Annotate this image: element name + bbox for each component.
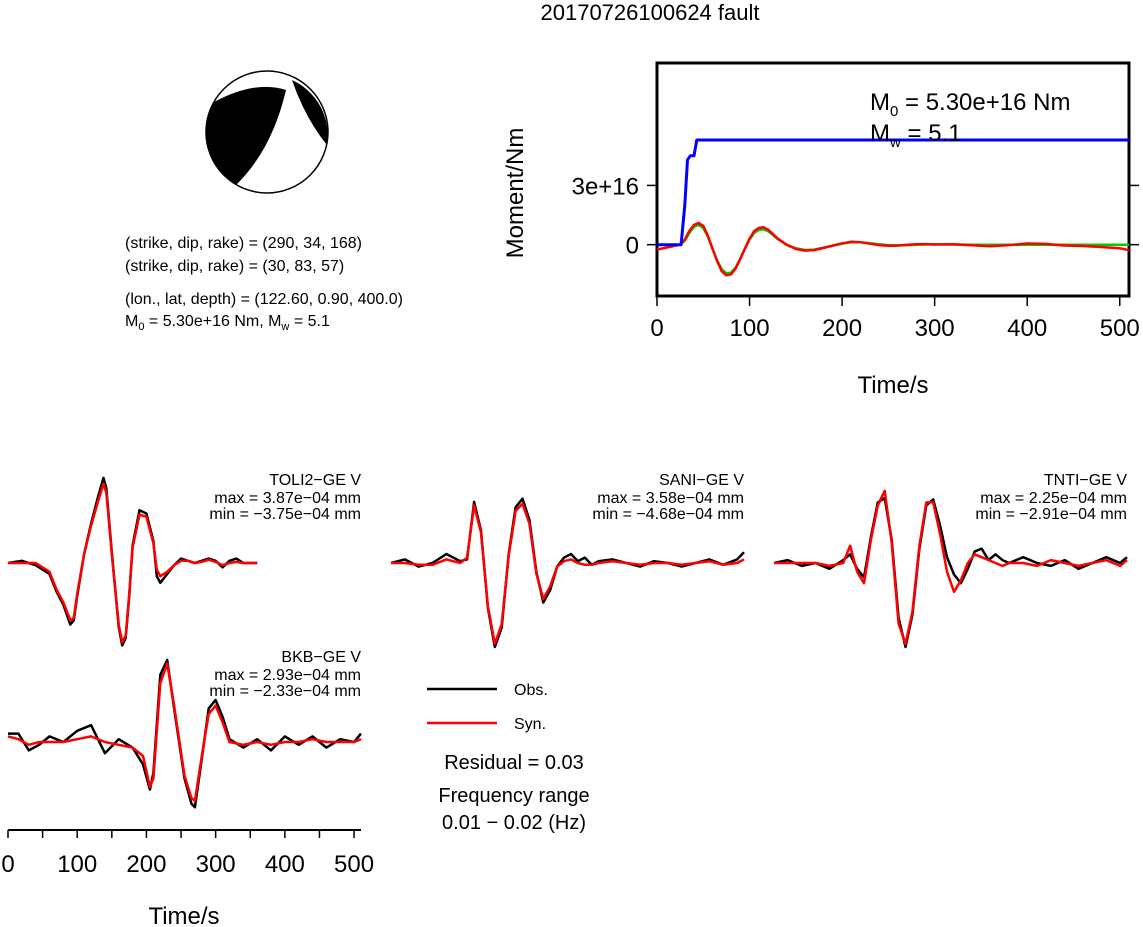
station-label: TOLI2−GE V: [269, 472, 361, 489]
mechanism-plane2: (strike, dip, rake) = (30, 83, 57): [125, 258, 344, 275]
moment-xlabel: Time/s: [857, 372, 928, 399]
station-label: BKB−GE V: [281, 649, 361, 666]
residual-text: Residual = 0.03: [444, 752, 584, 774]
moment-plot-frame: [655, 61, 1131, 298]
moment-ylabel: Moment/Nm: [502, 128, 529, 259]
waveform-syn-trace: [391, 502, 745, 646]
moment-series-rate_model: [657, 223, 1129, 275]
station-min: min = −2.91e−04 mm: [975, 506, 1127, 523]
station-max: max = 2.93e−04 mm: [214, 667, 361, 684]
waveform-x-tick-label: 400: [265, 851, 305, 878]
moment-x-tick-label: 200: [822, 315, 862, 342]
legend: Obs. Syn. Residual = 0.03 Frequency rang…: [427, 682, 590, 834]
station-min: min = −4.68e−04 mm: [592, 506, 744, 523]
beachball-icon: [205, 70, 329, 194]
waveform-xlabel: Time/s: [148, 903, 219, 927]
figure-title: 20170726100624 fault: [541, 0, 760, 25]
waveform-x-tick-label: 200: [126, 851, 166, 878]
waveform-time-axis: 0 100 200 300 400 500: [1, 829, 374, 878]
station-min: min = −2.33e−04 mm: [209, 683, 361, 700]
moment-x-tick-label: 0: [650, 315, 663, 342]
station-label: SANI−GE V: [659, 472, 744, 489]
moment-x-tick-label: 400: [1007, 315, 1047, 342]
station-min: min = −3.75e−04 mm: [209, 506, 361, 523]
waveform-syn-trace: [8, 482, 258, 644]
mechanism-magnitude: M0 = 5.30e+16 Nm, Mw = 5.1: [125, 313, 330, 333]
waveform-x-tick-label: 0: [1, 851, 14, 878]
moment-series-rate: [656, 221, 1130, 277]
frequency-value: 0.01 − 0.02 (Hz): [442, 812, 586, 834]
frequency-label: Frequency range: [438, 785, 589, 807]
moment-mw-annotation: Mw = 5.1: [870, 120, 962, 151]
waveform-x-tick-label: 300: [196, 851, 236, 878]
moment-m0-annotation: M0 = 5.30e+16 Nm: [870, 89, 1070, 120]
moment-y-tick-label: 3e+16: [572, 173, 639, 200]
station-label: TNTI−GE V: [1044, 472, 1127, 489]
station-max: max = 2.25e−04 mm: [980, 490, 1127, 507]
moment-series-cumulative: [657, 138, 1129, 247]
mechanism-location: (lon., lat, depth) = (122.60, 0.90, 400.…: [125, 291, 403, 308]
legend-obs-label: Obs.: [514, 682, 548, 699]
waveform-syn-trace: [774, 489, 1128, 646]
mechanism-plane1: (strike, dip, rake) = (290, 34, 168): [125, 235, 362, 252]
moment-y-tick-label: 0: [626, 233, 639, 260]
station-max: max = 3.58e−04 mm: [597, 490, 744, 507]
waveform-x-tick-label: 500: [334, 851, 374, 878]
moment-x-tick-label: 100: [730, 315, 770, 342]
moment-x-tick-label: 300: [915, 315, 955, 342]
waveform-x-tick-label: 100: [57, 851, 97, 878]
station-max: max = 3.87e−04 mm: [214, 490, 361, 507]
moment-x-tick-label: 500: [1100, 315, 1140, 342]
waveform-syn-trace: [7, 662, 362, 803]
legend-syn-label: Syn.: [514, 716, 546, 733]
